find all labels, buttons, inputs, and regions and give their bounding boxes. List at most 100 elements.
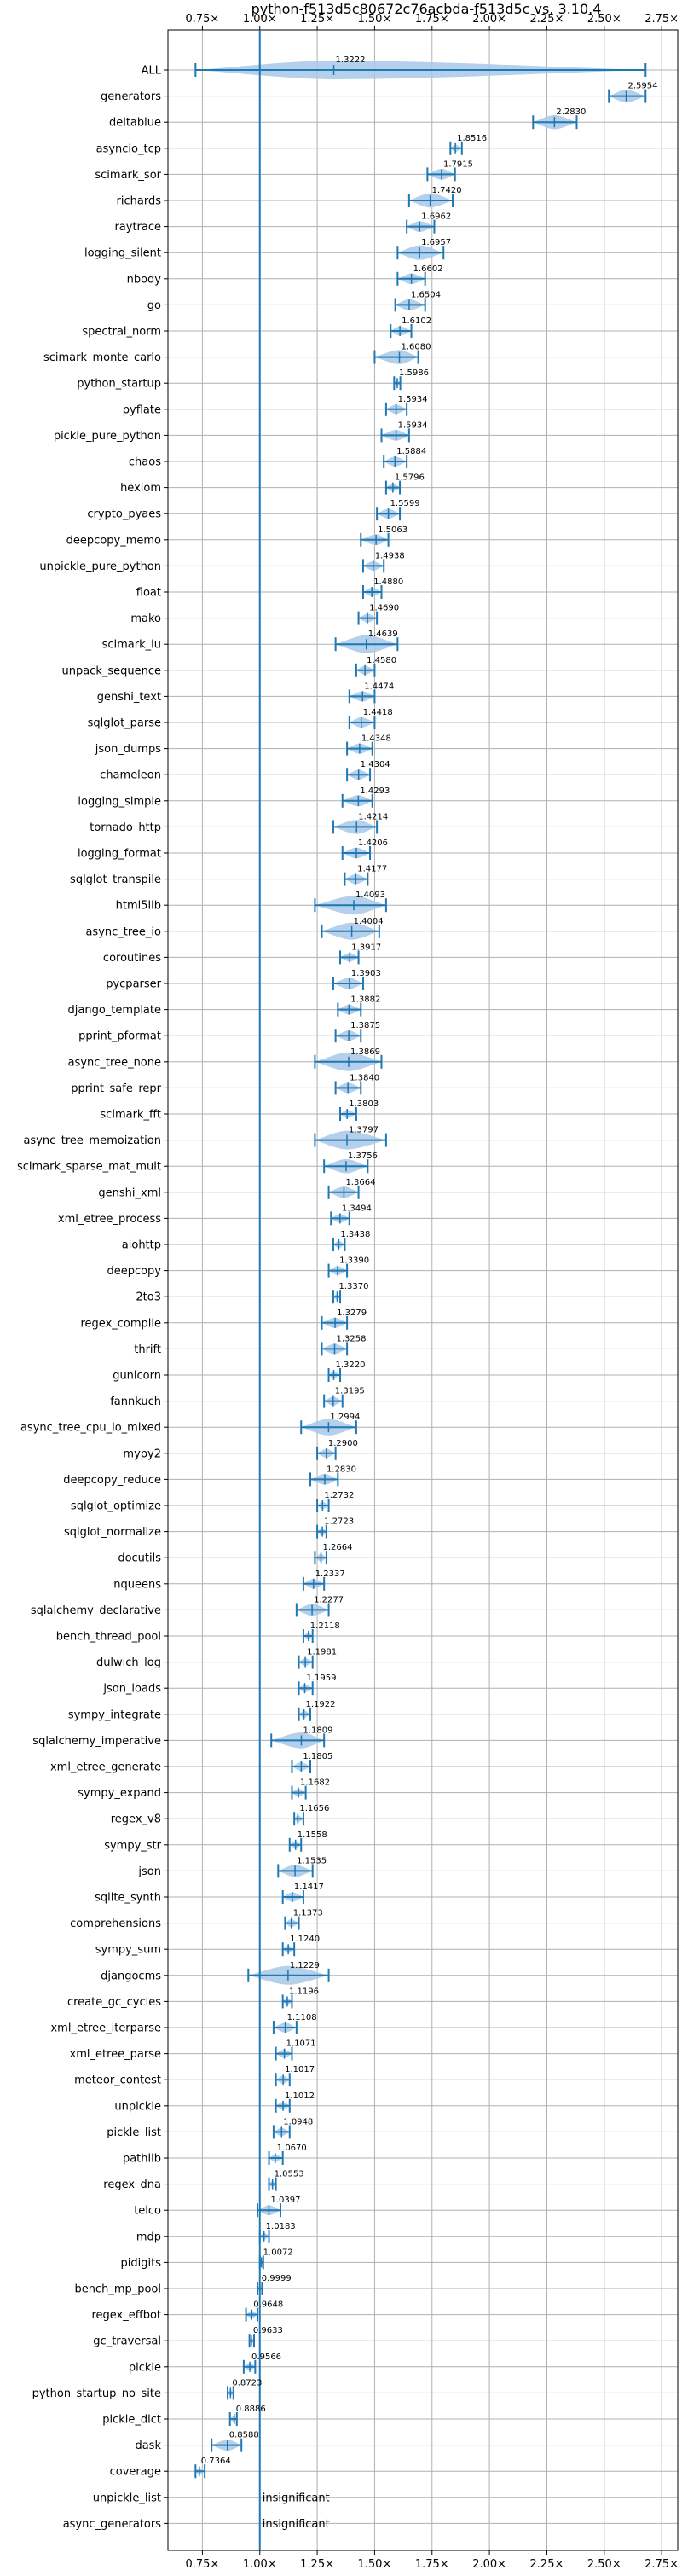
benchmark-label: xml_etree_process bbox=[58, 1213, 161, 1226]
benchmark-label: regex_compile bbox=[80, 1317, 161, 1330]
value-label: 1.4004 bbox=[354, 917, 384, 926]
benchmark-label: genshi_xml bbox=[98, 1186, 161, 1199]
value-label: 1.7420 bbox=[432, 186, 462, 195]
benchmark-label: pprint_pformat bbox=[78, 1030, 161, 1043]
value-label: 1.1682 bbox=[300, 1778, 330, 1788]
value-label: 1.3797 bbox=[349, 1126, 379, 1135]
value-label: 1.1656 bbox=[299, 1804, 329, 1813]
value-label: 1.2732 bbox=[324, 1491, 354, 1500]
value-label: 1.1558 bbox=[298, 1830, 327, 1840]
benchmark-label: float bbox=[136, 587, 161, 600]
value-label: 1.2830 bbox=[327, 1465, 356, 1474]
value-label: 1.5599 bbox=[390, 499, 420, 508]
benchmark-label: thrift bbox=[134, 1343, 161, 1356]
value-label: 1.3220 bbox=[335, 1361, 365, 1370]
x-tick-label-bottom: 1.50× bbox=[358, 2558, 392, 2571]
value-label: 1.4093 bbox=[355, 891, 385, 900]
value-label: 1.6504 bbox=[411, 290, 441, 299]
benchmark-label: unpack_sequence bbox=[61, 664, 161, 677]
benchmark-label: async_tree_cpu_io_mixed bbox=[20, 1422, 161, 1435]
benchmark-label: pickle bbox=[129, 2361, 161, 2374]
value-label: 2.5954 bbox=[627, 82, 657, 91]
value-label: 1.3438 bbox=[340, 1230, 370, 1239]
benchmark-label: hexiom bbox=[120, 482, 161, 495]
value-label: 1.6962 bbox=[421, 212, 451, 222]
benchmark-label: dulwich_log bbox=[96, 1656, 161, 1669]
value-label: 1.1809 bbox=[303, 1726, 332, 1735]
benchmark-label: unpickle_pure_python bbox=[39, 560, 161, 573]
benchmark-label: meteor_contest bbox=[74, 2074, 161, 2087]
benchmark-label: 2to3 bbox=[136, 1291, 161, 1304]
value-label: 1.1196 bbox=[289, 1987, 319, 1996]
benchmark-label: json_loads bbox=[102, 1683, 161, 1696]
benchmark-label: unpickle_list bbox=[93, 2492, 161, 2504]
benchmark-label: comprehensions bbox=[70, 1917, 161, 1930]
value-label: 1.4880 bbox=[373, 577, 403, 587]
benchmark-label: python_startup_no_site bbox=[32, 2387, 161, 2400]
x-tick-label-top: 2.50× bbox=[587, 13, 621, 26]
benchmark-label: regex_dna bbox=[103, 2179, 161, 2191]
value-label: 1.2900 bbox=[328, 1439, 358, 1448]
benchmark-label: gc_traversal bbox=[93, 2335, 161, 2348]
value-label: 1.6957 bbox=[421, 238, 451, 247]
benchmark-label: regex_v8 bbox=[111, 1813, 161, 1826]
value-label: 0.9648 bbox=[253, 2300, 283, 2310]
value-label: 1.1240 bbox=[290, 1935, 320, 1944]
benchmark-label: scimark_sor bbox=[95, 169, 161, 182]
x-tick-label-bottom: 1.25× bbox=[300, 2558, 334, 2571]
benchmark-label: regex_effbot bbox=[91, 2309, 161, 2322]
benchmark-label: json bbox=[137, 1865, 161, 1878]
x-tick-label-bottom: 2.00× bbox=[472, 2558, 506, 2571]
value-label: 1.3840 bbox=[350, 1073, 379, 1082]
value-label: 1.1959 bbox=[307, 1674, 337, 1683]
benchmark-label: coverage bbox=[110, 2466, 161, 2479]
benchmark-label: deepcopy bbox=[107, 1265, 161, 1278]
benchmark-label: dask bbox=[135, 2440, 161, 2452]
benchmark-label: sqlalchemy_declarative bbox=[31, 1604, 161, 1617]
benchmark-label: django_template bbox=[68, 1004, 161, 1017]
x-tick-label-bottom: 2.75× bbox=[644, 2558, 679, 2571]
benchmark-label: sympy_integrate bbox=[68, 1709, 161, 1721]
violin-layer bbox=[194, 61, 647, 2479]
benchmark-label: chameleon bbox=[100, 769, 161, 782]
value-label: 1.4177 bbox=[357, 865, 387, 874]
benchmark-label: gunicorn bbox=[113, 1370, 161, 1383]
value-label: 1.3195 bbox=[335, 1387, 365, 1396]
benchmark-label: pidigits bbox=[121, 2257, 162, 2270]
value-label: 1.3756 bbox=[348, 1152, 378, 1161]
x-tick-label-top: 2.75× bbox=[644, 13, 679, 26]
value-label: 1.1108 bbox=[287, 2013, 317, 2022]
benchmark-label: sympy_expand bbox=[78, 1787, 161, 1800]
benchmark-label: pickle_list bbox=[107, 2126, 161, 2139]
value-label: 1.7915 bbox=[443, 160, 473, 169]
benchmark-label: deltablue bbox=[109, 117, 161, 130]
value-label: 1.4348 bbox=[361, 734, 391, 744]
x-tick-label-bottom: 2.50× bbox=[587, 2558, 621, 2571]
benchmark-label: sqlite_synth bbox=[95, 1892, 161, 1905]
value-label: 1.4206 bbox=[358, 838, 388, 848]
value-label: 1.4214 bbox=[358, 812, 388, 821]
benchmark-label: nqueens bbox=[113, 1578, 161, 1591]
value-label: 1.5934 bbox=[398, 395, 428, 404]
value-label: 1.3664 bbox=[345, 1178, 375, 1187]
benchmark-label: async_tree_memoization bbox=[23, 1134, 161, 1147]
value-label: 1.8516 bbox=[457, 134, 487, 143]
value-label: 1.4418 bbox=[363, 708, 393, 717]
benchmark-label: scimark_sparse_mat_mult bbox=[17, 1161, 161, 1174]
benchmark-label: sqlglot_parse bbox=[88, 717, 161, 730]
value-label: 1.3390 bbox=[339, 1256, 369, 1266]
value-label: 1.3494 bbox=[342, 1204, 372, 1213]
value-label: 0.7364 bbox=[201, 2457, 231, 2466]
benchmark-label: async_tree_none bbox=[68, 1056, 161, 1069]
x-tick-label-bottom: 0.75× bbox=[185, 2558, 219, 2571]
benchmark-label: sqlglot_optimize bbox=[71, 1500, 161, 1513]
benchmark-label: chaos bbox=[129, 456, 161, 469]
benchmark-label: scimark_fft bbox=[100, 1109, 161, 1122]
value-label: 0.9999 bbox=[262, 2274, 292, 2283]
value-label: 1.0948 bbox=[283, 2117, 313, 2126]
value-label: 1.3222 bbox=[336, 55, 366, 65]
value-label: 0.8723 bbox=[232, 2378, 262, 2387]
value-label: 0.8588 bbox=[229, 2431, 259, 2440]
value-label: 1.4639 bbox=[368, 629, 398, 639]
